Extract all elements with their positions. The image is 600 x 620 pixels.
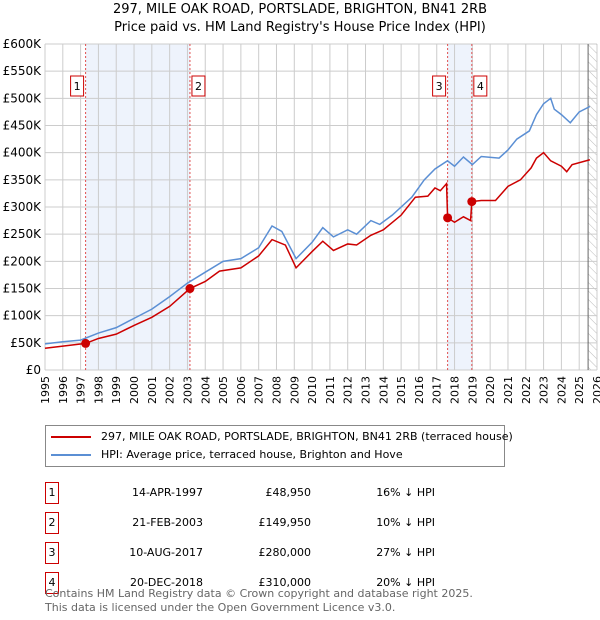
x-tick-label: 2020 [484,376,497,404]
x-tick-label: 2009 [288,376,301,404]
y-tick-label: £150K [3,282,43,296]
sale-label: 2 [195,80,202,93]
x-tick-label: 1997 [75,376,88,404]
sales-date: 21-FEB-2003 [132,516,203,529]
x-tick-label: 2012 [342,376,355,404]
x-tick-label: 2013 [360,376,373,404]
x-tick-label: 2023 [538,376,551,404]
sales-date: 14-APR-1997 [131,486,203,499]
sales-date: 20-DEC-2018 [129,576,203,589]
y-tick-label: £450K [3,119,43,133]
legend: 297, MILE OAK ROAD, PORTSLADE, BRIGHTON,… [45,425,513,467]
footer-line-1: Contains HM Land Registry data © Crown c… [45,587,473,600]
x-tick-label: 2010 [306,376,319,404]
x-tick-label: 2005 [217,376,230,404]
x-tick-label: 2019 [466,376,479,404]
x-tick-label: 2024 [555,376,568,404]
x-tick-label: 2003 [181,376,194,404]
sales-price: £48,950 [265,486,312,499]
sale-label-box [432,75,447,97]
chart-subtitle: Price paid vs. HM Land Registry's House … [114,20,486,35]
x-tick-label: 1995 [39,376,52,404]
sales-price: £310,000 [258,576,312,589]
y-tick-label: £0 [26,363,41,377]
sales-num: 4 [45,572,59,594]
sale-point [443,213,453,223]
sales-price: £280,000 [258,546,312,559]
y-tick-label: £50K [10,336,42,350]
sales-hpi: 20% ↓ HPI [376,576,435,589]
y-tick-label: £400K [3,146,43,160]
sale-label: 4 [477,80,484,93]
sales-date: 10-AUG-2017 [129,546,203,559]
sales-hpi: 16% ↓ HPI [376,486,435,499]
series-line [44,151,591,350]
legend-swatch-property [51,435,91,438]
sales-num: 2 [45,512,59,534]
x-tick-label: 2008 [270,376,283,404]
sale-point [185,284,195,294]
y-tick-label: £550K [3,64,43,78]
sale-point [81,338,91,348]
x-tick-label: 2022 [520,376,533,404]
x-tick-label: 2000 [128,376,141,404]
sale-label-box [473,75,488,97]
sale-label: 1 [74,80,81,93]
x-tick-label: 2006 [235,376,248,404]
x-tick-label: 2016 [413,376,426,404]
x-tick-label: 2002 [164,376,177,404]
x-tick-label: 1998 [92,376,105,404]
footer-line-2: This data is licensed under the Open Gov… [45,601,396,614]
y-tick-label: £600K [3,37,43,51]
legend-label-property: 297, MILE OAK ROAD, PORTSLADE, BRIGHTON,… [101,430,513,443]
y-tick-label: £300K [3,200,43,214]
sales-price: £149,950 [258,516,312,529]
x-tick-label: 2015 [395,376,408,404]
x-tick-label: 2025 [573,376,586,404]
sale-label-box [191,75,206,97]
sales-num: 1 [45,482,59,504]
y-tick-label: £100K [3,309,43,323]
sale-point [467,197,477,207]
x-tick-label: 2021 [502,376,515,404]
x-tick-label: 1996 [57,376,70,404]
y-tick-label: £350K [3,173,43,187]
chart-title: 297, MILE OAK ROAD, PORTSLADE, BRIGHTON,… [112,2,488,17]
y-tick-label: £500K [3,91,43,105]
x-tick-label: 2004 [199,376,212,404]
sale-label: 3 [436,80,443,93]
x-tick-label: 2018 [449,376,462,404]
x-tick-label: 2026 [591,376,600,404]
x-tick-label: 2007 [253,376,266,404]
y-tick-label: £250K [3,227,43,241]
legend-label-hpi: HPI: Average price, terraced house, Brig… [101,448,403,461]
footer: Contains HM Land Registry data © Crown c… [45,587,473,615]
sales-num: 3 [45,542,59,564]
x-tick-label: 2014 [377,376,390,404]
series-line [44,97,591,345]
plot-area: 1995 1996 1997 1998 1999 2000 2001 2002 2003 2004… [3,37,600,404]
x-tick-label: 1999 [110,376,123,404]
legend-swatch-hpi [51,453,91,456]
sales-hpi: 10% ↓ HPI [376,516,435,529]
x-tick-label: 2017 [431,376,444,404]
sale-label-box [70,75,85,97]
y-tick-label: £200K [3,254,43,268]
x-tick-label: 2001 [146,376,159,404]
sales-hpi: 27% ↓ HPI [376,546,435,559]
x-tick-label: 2011 [324,376,337,404]
